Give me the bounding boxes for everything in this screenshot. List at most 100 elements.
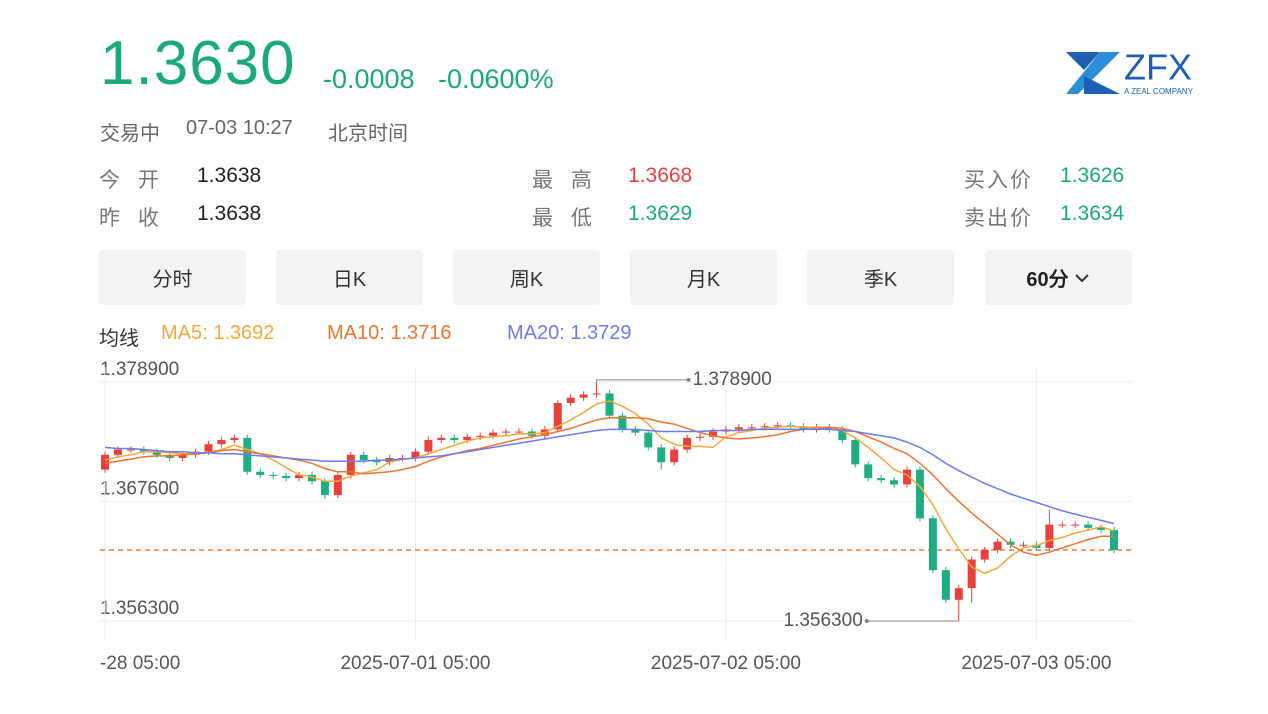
candle-body bbox=[346, 454, 355, 475]
legend-entry: MA20: 1.3729 bbox=[507, 322, 632, 344]
stat-value: 1.3629 bbox=[628, 202, 693, 225]
candle-body bbox=[877, 478, 886, 481]
candle-body bbox=[696, 436, 705, 438]
tab[interactable]: 60分 bbox=[985, 250, 1132, 305]
time: 07-03 10:27 bbox=[186, 117, 293, 139]
candle-body bbox=[592, 393, 601, 395]
candle-body bbox=[359, 454, 368, 461]
candle-body bbox=[101, 454, 109, 470]
candle-body bbox=[126, 449, 135, 451]
candle-body bbox=[838, 429, 847, 441]
stat-label: 买入价 bbox=[964, 169, 1033, 192]
tab[interactable]: 分时 bbox=[99, 250, 246, 305]
candle-body bbox=[178, 454, 187, 458]
candle-body bbox=[954, 588, 963, 600]
candle-body bbox=[333, 474, 342, 496]
tab-label: 分时 bbox=[152, 269, 193, 291]
candle-body bbox=[993, 541, 1002, 551]
tab[interactable]: 日K bbox=[276, 250, 423, 305]
candle-body bbox=[230, 437, 239, 441]
candle-body bbox=[825, 427, 834, 430]
logo-shape bbox=[1084, 76, 1120, 94]
stat-value: 1.3634 bbox=[1060, 202, 1125, 225]
candle-body bbox=[644, 432, 653, 448]
candle-body bbox=[489, 432, 498, 436]
candle-body bbox=[773, 425, 782, 427]
tab-label: 月K bbox=[686, 269, 721, 291]
candle-body bbox=[915, 469, 924, 519]
price: 1.3630 bbox=[100, 29, 296, 98]
tab-label: 季K bbox=[863, 269, 898, 291]
logo-shape bbox=[1066, 52, 1120, 94]
candle-body bbox=[476, 435, 485, 437]
candle-body bbox=[204, 444, 213, 452]
candle-body bbox=[217, 440, 226, 445]
stat-label: 今 开 bbox=[99, 169, 165, 192]
candle-body bbox=[152, 451, 161, 455]
candle-body bbox=[618, 415, 627, 430]
candle-body bbox=[372, 460, 381, 463]
candle-body bbox=[463, 436, 472, 441]
candle-body bbox=[941, 570, 950, 600]
tab[interactable]: 周K bbox=[453, 250, 600, 305]
candle-body bbox=[1110, 529, 1118, 551]
x-tick-label: 2025-07-01 05:00 bbox=[340, 653, 490, 674]
x-tick-label: 2025-07-02 05:00 bbox=[651, 653, 801, 674]
stat-label: 卖出价 bbox=[964, 207, 1033, 230]
candle-body bbox=[437, 437, 446, 441]
annotation-dot bbox=[864, 618, 869, 623]
change: -0.0008 bbox=[323, 64, 415, 94]
legend-entry: MA10: 1.3716 bbox=[327, 322, 452, 344]
candle-body bbox=[657, 447, 666, 463]
stat-value: 1.3668 bbox=[628, 164, 693, 187]
chevron bbox=[1074, 273, 1089, 282]
candle-body bbox=[734, 427, 743, 430]
candle-body bbox=[631, 429, 640, 433]
candle-body bbox=[295, 474, 304, 479]
stat-value: 1.3626 bbox=[1060, 164, 1125, 187]
candle-body bbox=[670, 449, 679, 463]
ma-line bbox=[104, 400, 1115, 575]
candle-body bbox=[1097, 527, 1106, 530]
candle-body bbox=[411, 451, 420, 458]
candle-body bbox=[708, 431, 717, 437]
candle-body bbox=[579, 394, 588, 398]
stat-label: 昨 收 bbox=[99, 207, 165, 230]
candle-body bbox=[553, 402, 562, 430]
candle-body bbox=[514, 431, 523, 433]
tab[interactable]: 月K bbox=[630, 250, 777, 305]
candle-body bbox=[1058, 524, 1067, 526]
stat-value: 1.3638 bbox=[197, 202, 262, 225]
y-tick-label: 1.378900 bbox=[100, 359, 179, 380]
tab-label: 日K bbox=[332, 269, 367, 291]
candle-body bbox=[605, 393, 614, 416]
stat-label: 最 高 bbox=[532, 169, 598, 192]
ma-title: 均线 bbox=[99, 328, 139, 350]
annotation-label: 1.356300 bbox=[784, 610, 863, 631]
candle-body bbox=[928, 518, 937, 571]
candle-body bbox=[566, 397, 575, 403]
tab-label: 60分 bbox=[1026, 269, 1069, 291]
candle-body bbox=[282, 475, 291, 479]
candle-body bbox=[424, 440, 433, 452]
ma-line bbox=[104, 428, 1115, 525]
candle-body bbox=[307, 474, 316, 482]
candle-body bbox=[683, 437, 692, 450]
logo-tagline: A ZEAL COMPANY bbox=[1124, 87, 1194, 96]
candle-body bbox=[980, 550, 989, 560]
tab[interactable]: 季K bbox=[807, 250, 954, 305]
x-tick-label: 2025-07-03 05:00 bbox=[961, 653, 1111, 674]
candle-body bbox=[903, 469, 912, 485]
candle-body bbox=[1045, 524, 1054, 548]
candle-body bbox=[1084, 524, 1093, 528]
candle-body bbox=[502, 431, 511, 433]
timezone: 北京时间 bbox=[328, 123, 408, 145]
logo: ZFX A ZEAL COMPANY bbox=[1066, 47, 1194, 96]
annotation-dot bbox=[686, 377, 691, 382]
logo-shape bbox=[1066, 52, 1100, 70]
x-tick-label: -28 05:00 bbox=[100, 653, 180, 674]
tab-label: 周K bbox=[509, 269, 544, 291]
candle-body bbox=[139, 449, 148, 452]
